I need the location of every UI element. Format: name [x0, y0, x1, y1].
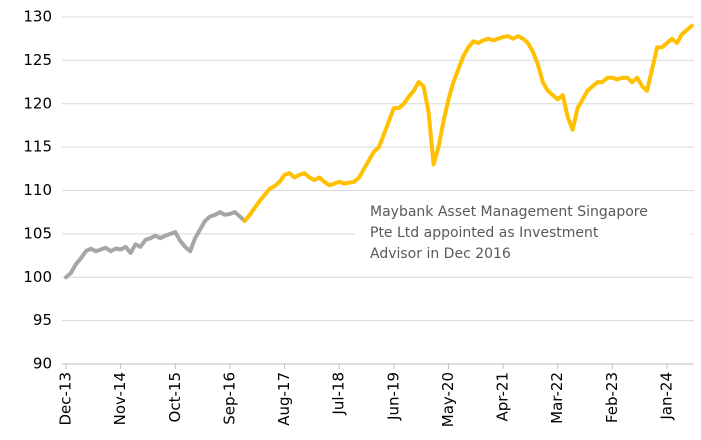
x-tick-label: Apr-21 [494, 372, 512, 422]
y-tick-label: 125 [23, 51, 52, 69]
x-tick-label: Nov-14 [111, 372, 129, 425]
x-tick-label: Jul-18 [330, 372, 348, 416]
y-tick-label: 100 [23, 268, 52, 286]
x-tick-label: Feb-23 [603, 372, 621, 423]
annotation: Advisor in Dec 2016 [370, 246, 511, 262]
y-tick-label: 115 [23, 138, 52, 156]
annotation: Maybank Asset Management Singapore [370, 204, 648, 220]
series-line [64, 210, 247, 280]
series-line [242, 23, 694, 223]
x-tick-label: Dec-13 [57, 372, 75, 426]
x-tick-label: Mar-22 [548, 372, 566, 424]
y-tick-label: 105 [23, 224, 52, 242]
y-tick-label: 110 [23, 181, 52, 199]
x-tick-label: Aug-17 [275, 372, 293, 426]
y-tick-label: 90 [33, 355, 52, 373]
x-tick-label: Jan-24 [658, 372, 676, 421]
y-tick-label: 120 [23, 94, 52, 112]
y-tick-label: 95 [33, 311, 52, 329]
annotation-box [355, 197, 691, 271]
x-tick-label: Sep-16 [220, 372, 238, 425]
x-tick-label: Oct-15 [166, 372, 184, 422]
y-tick-label: 130 [23, 8, 52, 26]
x-tick-label: May-20 [439, 372, 457, 427]
x-tick-label: Jun-19 [384, 372, 402, 421]
annotation: Pte Ltd appointed as Investment [370, 225, 599, 241]
